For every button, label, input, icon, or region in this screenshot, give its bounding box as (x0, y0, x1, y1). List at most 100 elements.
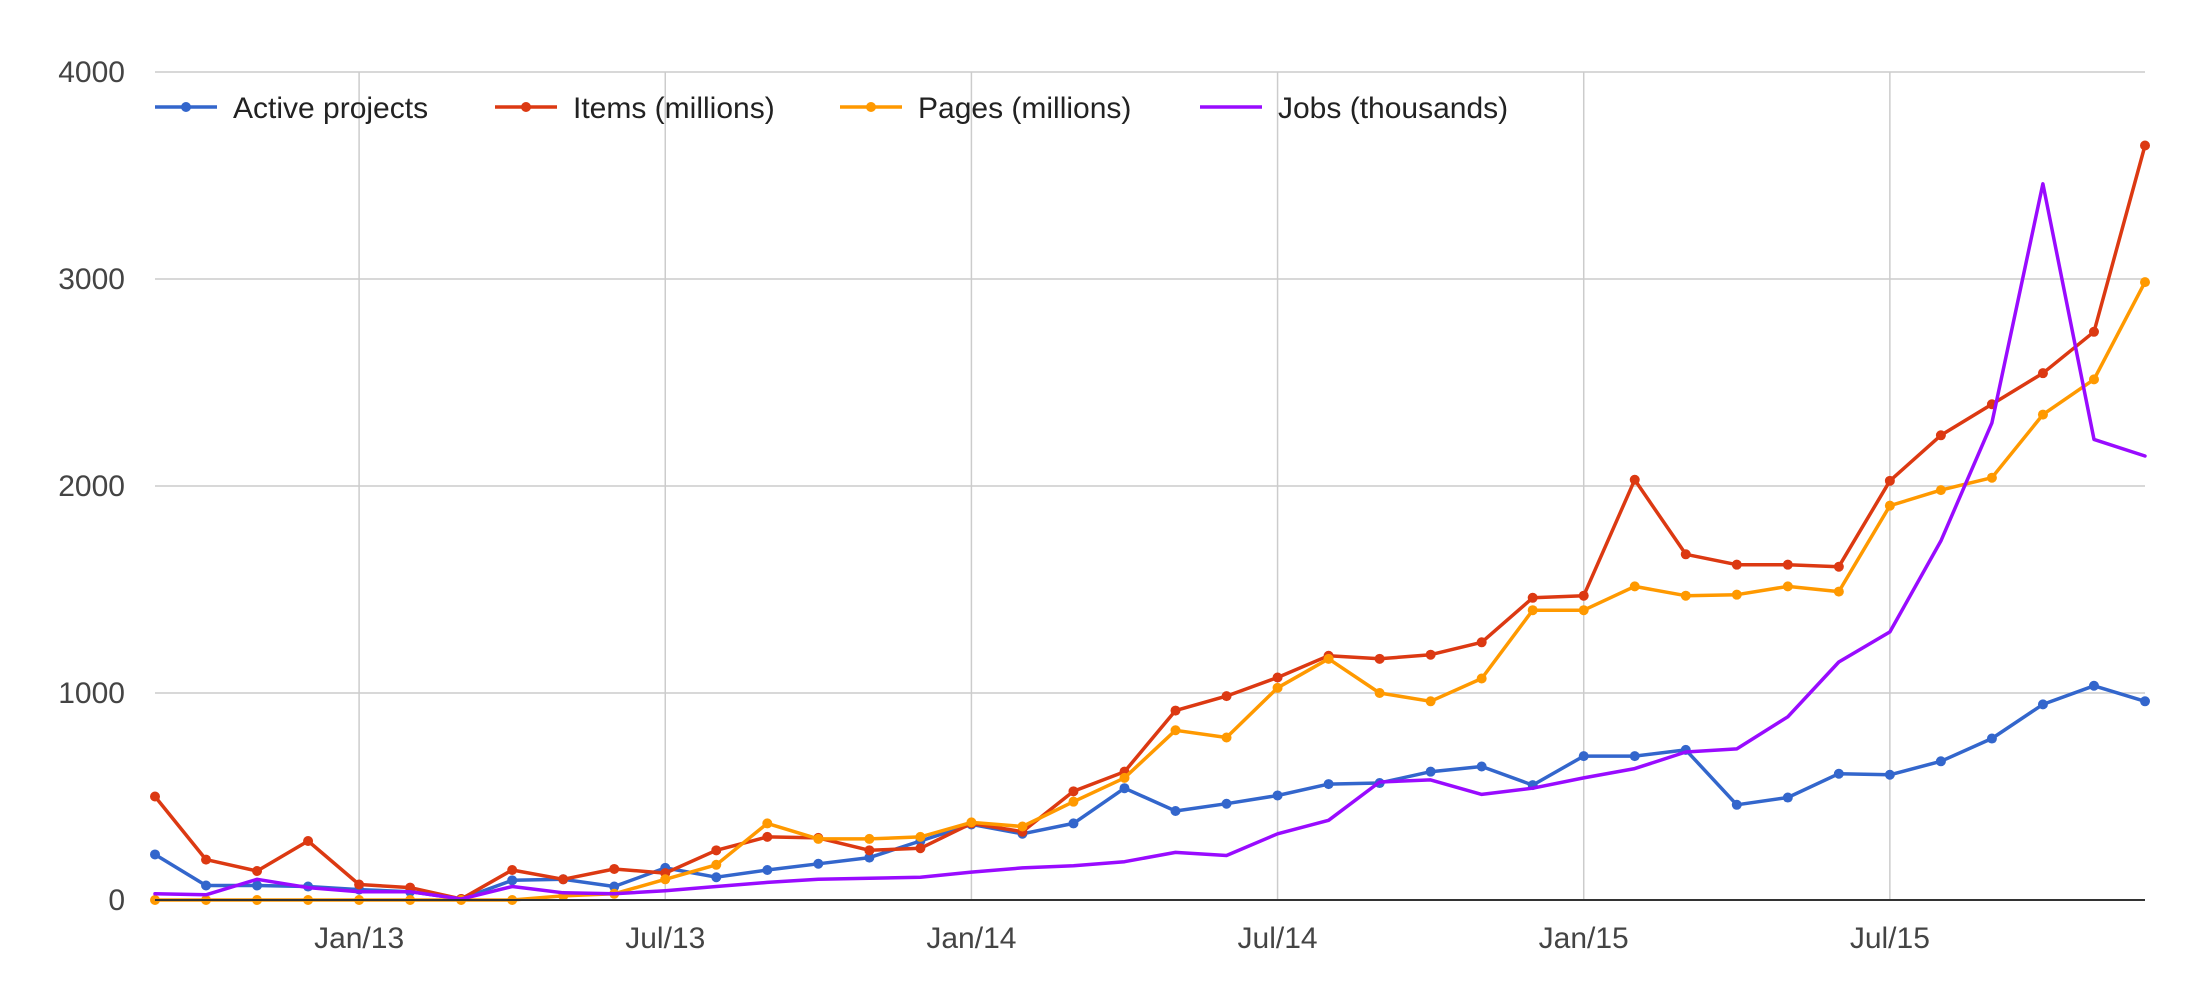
legend-item: Items (millions) (495, 92, 775, 125)
series-line (153, 143, 2147, 901)
data-point (1578, 605, 1589, 616)
data-point (1731, 799, 1742, 810)
data-point (1629, 581, 1640, 592)
data-point (2037, 368, 2048, 379)
y-tick-label: 3000 (58, 263, 125, 296)
data-point (762, 831, 773, 842)
series-line (153, 182, 2147, 901)
data-point (1578, 751, 1589, 762)
data-point (558, 874, 569, 885)
data-point (1884, 769, 1895, 780)
data-point (609, 863, 620, 874)
data-point (1833, 768, 1844, 779)
data-point (1680, 590, 1691, 601)
data-point (1935, 430, 1946, 441)
x-tick-label: Jan/15 (1539, 922, 1629, 955)
data-point (1170, 805, 1181, 816)
series-jobs-thousands- (153, 182, 2147, 901)
data-point (762, 864, 773, 875)
y-tick-label: 0 (108, 884, 125, 917)
data-point (864, 852, 875, 863)
data-point (1527, 592, 1538, 603)
data-point (1935, 756, 1946, 767)
data-point (2088, 680, 2099, 691)
legend: Active projects Items (millions) Pages (mi… (155, 92, 1508, 125)
data-point (1629, 751, 1640, 762)
data-point (966, 817, 977, 828)
data-point (1833, 561, 1844, 572)
data-point (1833, 586, 1844, 597)
data-point (2088, 374, 2099, 385)
data-point (507, 864, 518, 875)
legend-label: Active projects (233, 92, 428, 125)
data-point (813, 858, 824, 869)
data-point (1731, 559, 1742, 570)
x-axis-tick-labels: Jan/13 Jul/13 Jan/14 Jul/14 Jan/15 Jul/15 (314, 922, 1930, 955)
data-point (201, 854, 212, 865)
legend-swatch-marker (181, 102, 191, 112)
x-tick-label: Jan/13 (314, 922, 404, 955)
data-point (1476, 761, 1487, 772)
data-point (150, 791, 160, 802)
y-axis-tick-labels: 0 1000 2000 3000 4000 (58, 56, 125, 917)
data-point (1221, 691, 1232, 702)
data-point (1884, 500, 1895, 511)
data-point (2140, 696, 2150, 707)
data-point (507, 875, 518, 886)
data-point (252, 866, 263, 877)
data-point (813, 833, 824, 844)
data-point (1068, 818, 1079, 829)
data-point (1323, 653, 1334, 664)
data-point (1680, 549, 1691, 560)
data-point (2037, 699, 2048, 710)
data-point (711, 859, 722, 870)
data-point (1986, 472, 1997, 483)
legend-item: Pages (millions) (840, 92, 1131, 125)
data-point (1272, 682, 1283, 693)
data-point (1068, 786, 1079, 797)
data-point (303, 836, 314, 847)
series-items-millions- (150, 140, 2150, 904)
grid-layer (155, 71, 2145, 900)
data-point (1476, 673, 1487, 684)
data-point (1068, 796, 1079, 807)
data-point (711, 872, 722, 883)
data-point (1782, 559, 1793, 570)
data-point (1578, 590, 1589, 601)
legend-label: Pages (millions) (918, 92, 1131, 125)
legend-item: Active projects (155, 92, 428, 125)
legend-label: Items (millions) (573, 92, 775, 125)
data-point (1170, 705, 1181, 716)
data-point (1374, 688, 1385, 698)
data-point (609, 881, 620, 892)
data-point (1170, 725, 1181, 736)
data-point (1425, 696, 1436, 707)
x-tick-label: Jul/14 (1238, 922, 1318, 955)
data-point (2140, 277, 2150, 288)
data-point (1272, 790, 1283, 801)
data-point (2140, 140, 2150, 151)
data-point (354, 879, 365, 890)
series-layer (150, 140, 2150, 905)
data-point (711, 845, 722, 856)
data-point (1119, 772, 1130, 783)
data-point (1221, 732, 1232, 743)
legend-item: Jobs (thousands) (1200, 92, 1508, 125)
x-tick-label: Jul/15 (1850, 922, 1930, 955)
y-tick-label: 4000 (58, 56, 125, 89)
data-point (1323, 779, 1334, 790)
data-point (1986, 733, 1997, 744)
data-point (864, 845, 875, 856)
data-point (1527, 605, 1538, 616)
data-point (1629, 474, 1640, 485)
data-point (1119, 783, 1130, 794)
x-tick-label: Jan/14 (926, 922, 1016, 955)
data-point (762, 818, 773, 829)
y-tick-label: 2000 (58, 470, 125, 503)
series-pages-millions- (150, 277, 2150, 905)
series-line (153, 684, 2147, 901)
data-point (915, 831, 926, 842)
data-point (1476, 637, 1487, 648)
data-point (252, 880, 263, 891)
data-point (2037, 409, 2048, 420)
